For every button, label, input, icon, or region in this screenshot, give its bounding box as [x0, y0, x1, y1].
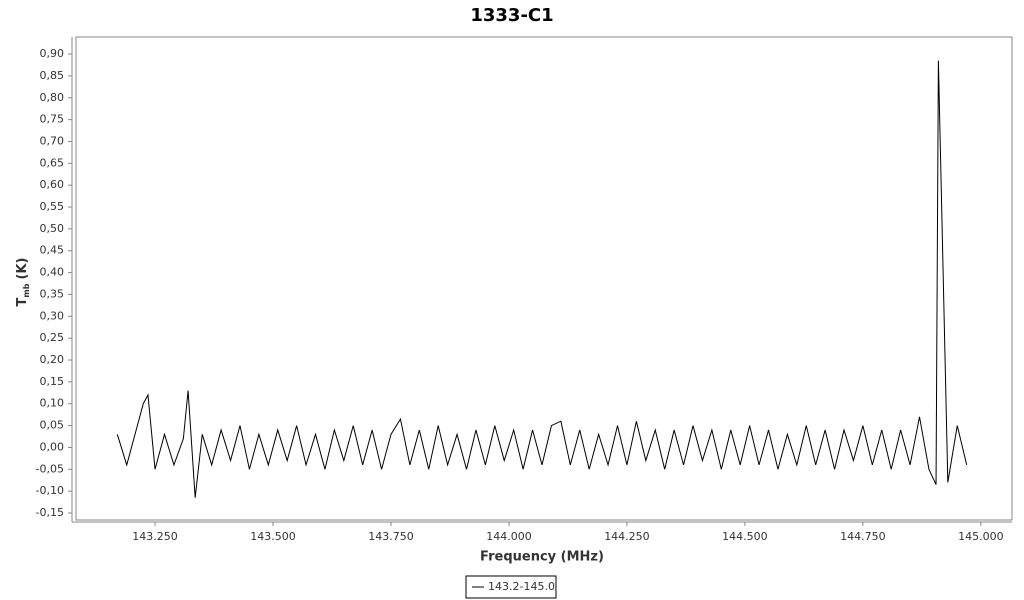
- plot-frame: [75, 36, 1013, 521]
- x-tick-label: 143.500: [250, 530, 296, 543]
- x-tick-label: 144.000: [486, 530, 532, 543]
- y-tick-label: 0,80: [40, 91, 65, 104]
- y-tick-label: 0,10: [40, 397, 65, 410]
- y-tick-label: 0,90: [40, 47, 65, 60]
- y-tick-label: 0,15: [40, 375, 65, 388]
- y-tick-label: 0,40: [40, 266, 65, 279]
- y-tick-label: 0,50: [40, 222, 65, 235]
- y-axis-label: Tmb (K): [15, 258, 31, 307]
- y-tick-label: -0,05: [36, 462, 64, 475]
- legend-box: [465, 575, 557, 599]
- x-tick-label: 143.250: [132, 530, 178, 543]
- y-tick-label: 0,60: [40, 178, 65, 191]
- x-tick-label: 144.750: [840, 530, 886, 543]
- y-tick-label: 0,65: [40, 156, 65, 169]
- y-label-sub: mb: [22, 283, 31, 297]
- y-tick-label: 0,45: [40, 244, 65, 257]
- y-tick-label: -0,10: [36, 484, 64, 497]
- y-label-main: T: [15, 297, 30, 306]
- y-tick-label: 0,75: [40, 113, 65, 126]
- y-tick-label: 0,70: [40, 134, 65, 147]
- x-tick-label: 144.250: [604, 530, 650, 543]
- y-tick-label: 0,00: [40, 440, 65, 453]
- spectrum-line: [116, 60, 968, 498]
- legend-label: 143.2-145.0: [488, 580, 555, 593]
- x-tick-label: 143.750: [368, 530, 414, 543]
- y-tick-label: 0,25: [40, 331, 65, 344]
- y-tick-label: 0,35: [40, 287, 65, 300]
- x-tick-label: 144.500: [722, 530, 768, 543]
- y-tick-label: 0,05: [40, 419, 65, 432]
- y-label-unit: (K): [15, 258, 30, 280]
- y-tick-label: 0,20: [40, 353, 65, 366]
- y-tick-label: 0,55: [40, 200, 65, 213]
- y-tick-label: -0,15: [36, 506, 64, 519]
- x-axis-label: Frequency (MHz): [480, 550, 604, 565]
- chart-title: 1333-C1: [470, 5, 553, 26]
- y-tick-label: 0,30: [40, 309, 65, 322]
- y-tick-label: 0,85: [40, 69, 65, 82]
- x-tick-label: 145.000: [958, 530, 1004, 543]
